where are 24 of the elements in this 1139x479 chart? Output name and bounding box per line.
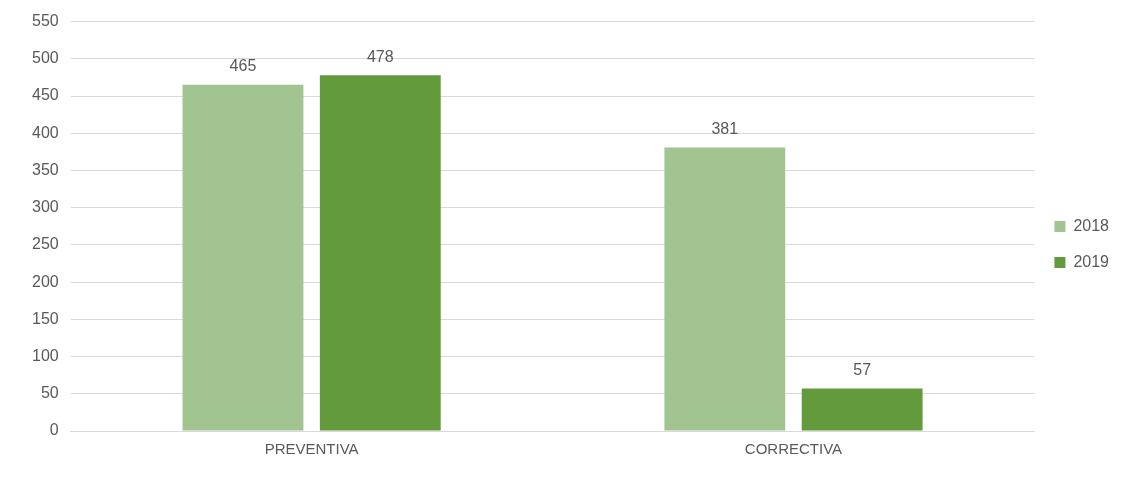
x-tick-label: CORRECTIVA bbox=[744, 440, 843, 458]
y-tick-label: 250 bbox=[31, 235, 59, 253]
y-tick-label: 350 bbox=[31, 160, 59, 178]
bar bbox=[801, 388, 923, 431]
data-label: 381 bbox=[711, 119, 739, 137]
y-tick-label: 300 bbox=[31, 198, 59, 216]
y-tick-label: 450 bbox=[31, 86, 59, 104]
y-tick-label: 400 bbox=[31, 123, 59, 141]
y-tick-label: 500 bbox=[31, 49, 59, 67]
x-tick-label: PREVENTIVA bbox=[264, 440, 359, 458]
bar bbox=[664, 147, 786, 431]
y-tick-label: 100 bbox=[31, 346, 59, 364]
bar bbox=[319, 75, 441, 431]
bar bbox=[182, 84, 304, 431]
data-label: 465 bbox=[229, 57, 257, 75]
data-label: 57 bbox=[853, 360, 872, 378]
y-tick-label: 0 bbox=[49, 421, 59, 439]
y-tick-label: 150 bbox=[31, 309, 59, 327]
y-tick-label: 200 bbox=[31, 272, 59, 290]
data-label: 478 bbox=[366, 47, 394, 65]
legend-label: 2018 bbox=[1073, 216, 1110, 234]
y-tick-label: 550 bbox=[31, 12, 59, 30]
legend-label: 2019 bbox=[1073, 252, 1110, 270]
y-tick-label: 50 bbox=[40, 384, 59, 402]
